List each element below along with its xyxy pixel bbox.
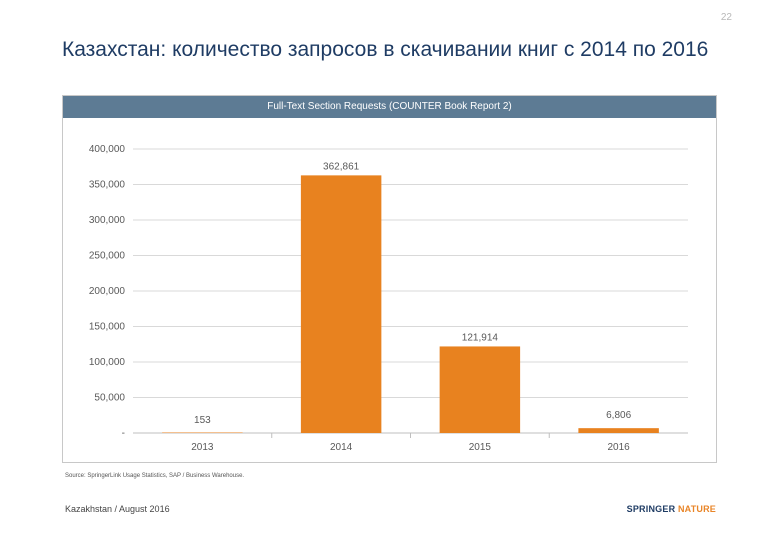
bar-2015 bbox=[439, 346, 521, 433]
x-tick-label: 2015 bbox=[469, 442, 492, 453]
y-tick-label: 300,000 bbox=[89, 215, 126, 226]
bar-chart: - 50,000 100,000 150,000 200,000 250,000 300,0… bbox=[89, 144, 688, 453]
x-tick-label: 2016 bbox=[608, 442, 631, 453]
y-tick-label: 50,000 bbox=[94, 393, 125, 404]
x-tick-label: 2014 bbox=[330, 442, 353, 453]
chart-title: Full-Text Section Requests (COUNTER Book… bbox=[63, 96, 716, 118]
bar-2016 bbox=[578, 428, 659, 433]
page-number: 22 bbox=[720, 12, 732, 23]
y-tick-label: 200,000 bbox=[89, 286, 126, 297]
y-tick-label: - bbox=[122, 428, 125, 439]
data-label: 153 bbox=[194, 415, 211, 426]
data-label: 362,861 bbox=[323, 161, 360, 172]
footer-text: Kazakhstan / August 2016 bbox=[65, 504, 170, 514]
y-tick-label: 400,000 bbox=[89, 144, 126, 155]
y-tick-label: 350,000 bbox=[89, 180, 126, 191]
data-label: 121,914 bbox=[462, 332, 499, 343]
logo-springer: SPRINGER bbox=[626, 504, 676, 514]
bar-2013 bbox=[162, 432, 243, 433]
springer-nature-logo: SPRINGER NATURE bbox=[627, 504, 716, 514]
data-label: 6,806 bbox=[606, 410, 631, 421]
logo-nature: NATURE bbox=[677, 504, 716, 514]
bar-2014 bbox=[300, 175, 382, 433]
slide-title: Казахстан: количество запросов в скачива… bbox=[62, 38, 709, 61]
y-tick-label: 150,000 bbox=[89, 322, 126, 333]
source-note: Source: SpringerLink Usage Statistics, S… bbox=[65, 473, 245, 479]
y-tick-label: 100,000 bbox=[89, 357, 126, 368]
chart-panel: Full-Text Section Requests (COUNTER Book… bbox=[62, 95, 717, 463]
y-tick-label: 250,000 bbox=[89, 251, 126, 262]
x-tick-label: 2013 bbox=[191, 442, 214, 453]
